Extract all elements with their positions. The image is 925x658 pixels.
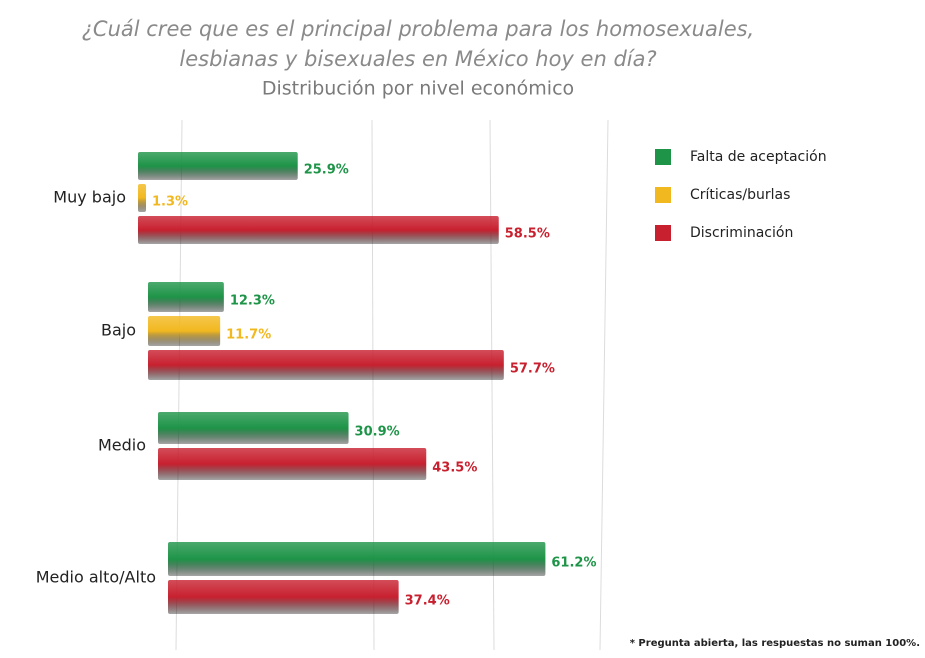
bar <box>168 580 399 614</box>
category-label: Bajo <box>101 321 136 340</box>
bar <box>138 216 499 244</box>
value-label: 43.5% <box>432 461 477 476</box>
bar <box>168 542 546 576</box>
value-label: 30.9% <box>355 425 400 440</box>
value-label: 61.2% <box>551 556 596 571</box>
chart-subtitle: Distribución por nivel económico <box>262 78 574 100</box>
bar <box>158 448 427 480</box>
legend-label: Falta de aceptación <box>690 149 827 165</box>
legend-label: Críticas/burlas <box>690 187 790 203</box>
chart-title: lesbianas y bisexuales en México hoy en … <box>179 47 656 71</box>
bar <box>138 152 298 180</box>
legend-swatch <box>655 187 671 203</box>
bar <box>148 350 504 380</box>
legend-swatch <box>655 225 671 241</box>
category-label: Medio alto/Alto <box>36 568 156 587</box>
footnote: * Pregunta abierta, las respuestas no su… <box>630 638 920 649</box>
bar <box>148 282 224 312</box>
bar <box>138 184 147 212</box>
category-label: Medio <box>98 436 146 455</box>
value-label: 57.7% <box>510 362 555 377</box>
category-label: Muy bajo <box>53 188 126 207</box>
value-label: 11.7% <box>226 328 271 343</box>
value-label: 37.4% <box>405 594 450 609</box>
value-label: 25.9% <box>304 163 349 178</box>
bar <box>158 412 349 444</box>
chart-title: ¿Cuál cree que es el principal problema … <box>82 17 754 41</box>
value-label: 58.5% <box>505 227 550 242</box>
legend-label: Discriminación <box>690 225 793 241</box>
legend-swatch <box>655 149 671 165</box>
value-label: 12.3% <box>230 294 275 309</box>
bar <box>148 316 221 346</box>
value-label: 1.3% <box>152 195 188 210</box>
